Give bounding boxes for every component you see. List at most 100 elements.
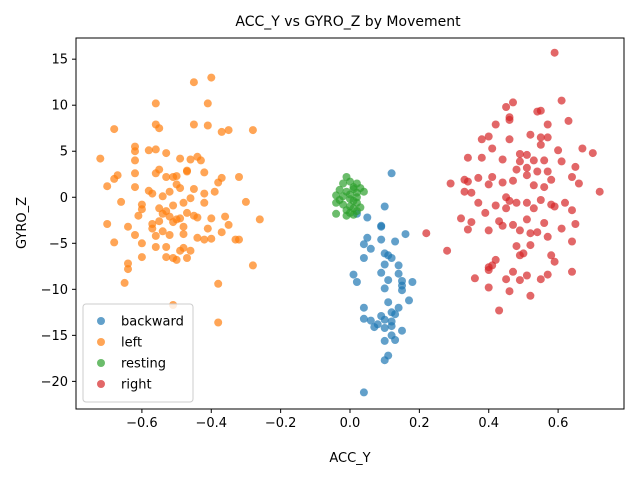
data-point	[103, 220, 112, 228]
data-point	[509, 267, 517, 276]
series-resting	[332, 173, 368, 220]
data-point	[158, 227, 167, 236]
data-point	[498, 178, 507, 187]
data-point	[540, 156, 549, 165]
x-tick-label: −0.4	[195, 416, 227, 431]
data-point	[176, 184, 185, 193]
data-point	[179, 222, 188, 231]
data-point	[547, 175, 556, 184]
data-point	[484, 226, 493, 235]
data-point	[169, 201, 178, 210]
data-point	[155, 165, 164, 174]
data-point	[512, 165, 521, 174]
data-point	[359, 303, 368, 312]
data-point	[131, 231, 139, 239]
data-point	[391, 237, 400, 246]
data-point	[460, 187, 469, 196]
y-tick-label: −15	[41, 329, 68, 344]
data-point	[477, 135, 486, 144]
legend-label: left	[121, 336, 142, 351]
data-point	[214, 318, 223, 327]
data-point	[394, 303, 403, 312]
data-point	[352, 278, 361, 286]
data-point	[543, 232, 552, 241]
data-point	[550, 257, 559, 266]
data-point	[200, 198, 209, 207]
data-point	[484, 132, 493, 141]
y-tick-label: 5	[60, 145, 68, 160]
data-point	[446, 179, 455, 188]
legend-marker	[97, 380, 105, 388]
data-point	[176, 246, 185, 255]
data-point	[359, 388, 368, 397]
data-point	[481, 208, 490, 217]
data-point	[470, 274, 479, 283]
data-point	[550, 202, 559, 211]
data-point	[564, 116, 573, 125]
legend-marker	[97, 317, 105, 325]
data-point	[543, 167, 552, 176]
data-point	[488, 173, 497, 181]
data-point	[443, 246, 452, 255]
data-point	[384, 298, 393, 307]
data-point	[203, 99, 212, 108]
data-point	[463, 153, 472, 162]
data-point	[522, 150, 531, 159]
legend-marker	[97, 338, 105, 346]
data-point	[526, 130, 535, 139]
data-point	[207, 73, 216, 82]
data-point	[377, 222, 386, 231]
data-point	[484, 266, 493, 274]
data-point	[401, 230, 410, 239]
data-point	[339, 192, 348, 201]
data-point	[224, 126, 233, 135]
data-point	[408, 278, 417, 286]
series-right	[422, 48, 604, 315]
data-point	[568, 173, 576, 181]
data-point	[505, 115, 514, 124]
data-point	[235, 173, 243, 181]
data-point	[515, 251, 524, 260]
data-point	[151, 145, 160, 154]
data-point	[193, 213, 202, 222]
data-point	[248, 261, 257, 270]
data-point	[158, 192, 167, 201]
data-point	[183, 167, 191, 176]
data-point	[200, 189, 209, 198]
data-point	[165, 187, 174, 196]
data-point	[131, 147, 139, 156]
data-point	[189, 185, 198, 193]
data-point	[165, 231, 174, 239]
data-point	[162, 243, 171, 251]
data-point	[241, 197, 250, 206]
data-point	[394, 261, 403, 270]
data-point	[332, 198, 341, 207]
data-point	[529, 156, 538, 165]
data-point	[176, 154, 185, 163]
data-point	[377, 268, 386, 277]
data-point	[131, 169, 139, 178]
data-point	[488, 144, 497, 153]
data-point	[214, 279, 223, 288]
data-point	[398, 286, 406, 295]
y-tick-label: −20	[41, 375, 68, 390]
y-tick-label: −5	[49, 237, 68, 252]
data-point	[349, 270, 358, 279]
x-tick-label: 0.0	[340, 416, 361, 431]
data-point	[155, 124, 164, 133]
legend-label: right	[121, 378, 152, 393]
data-point	[522, 215, 531, 224]
data-point	[571, 162, 580, 171]
data-point	[543, 120, 552, 129]
data-point	[151, 99, 160, 108]
data-point	[536, 133, 545, 142]
data-point	[207, 214, 216, 223]
data-point	[137, 205, 146, 214]
data-point	[568, 267, 576, 276]
data-point	[255, 215, 264, 224]
x-axis-label: ACC_Y	[329, 451, 370, 466]
data-point	[380, 356, 389, 365]
data-point	[110, 238, 119, 247]
data-point	[172, 215, 181, 224]
